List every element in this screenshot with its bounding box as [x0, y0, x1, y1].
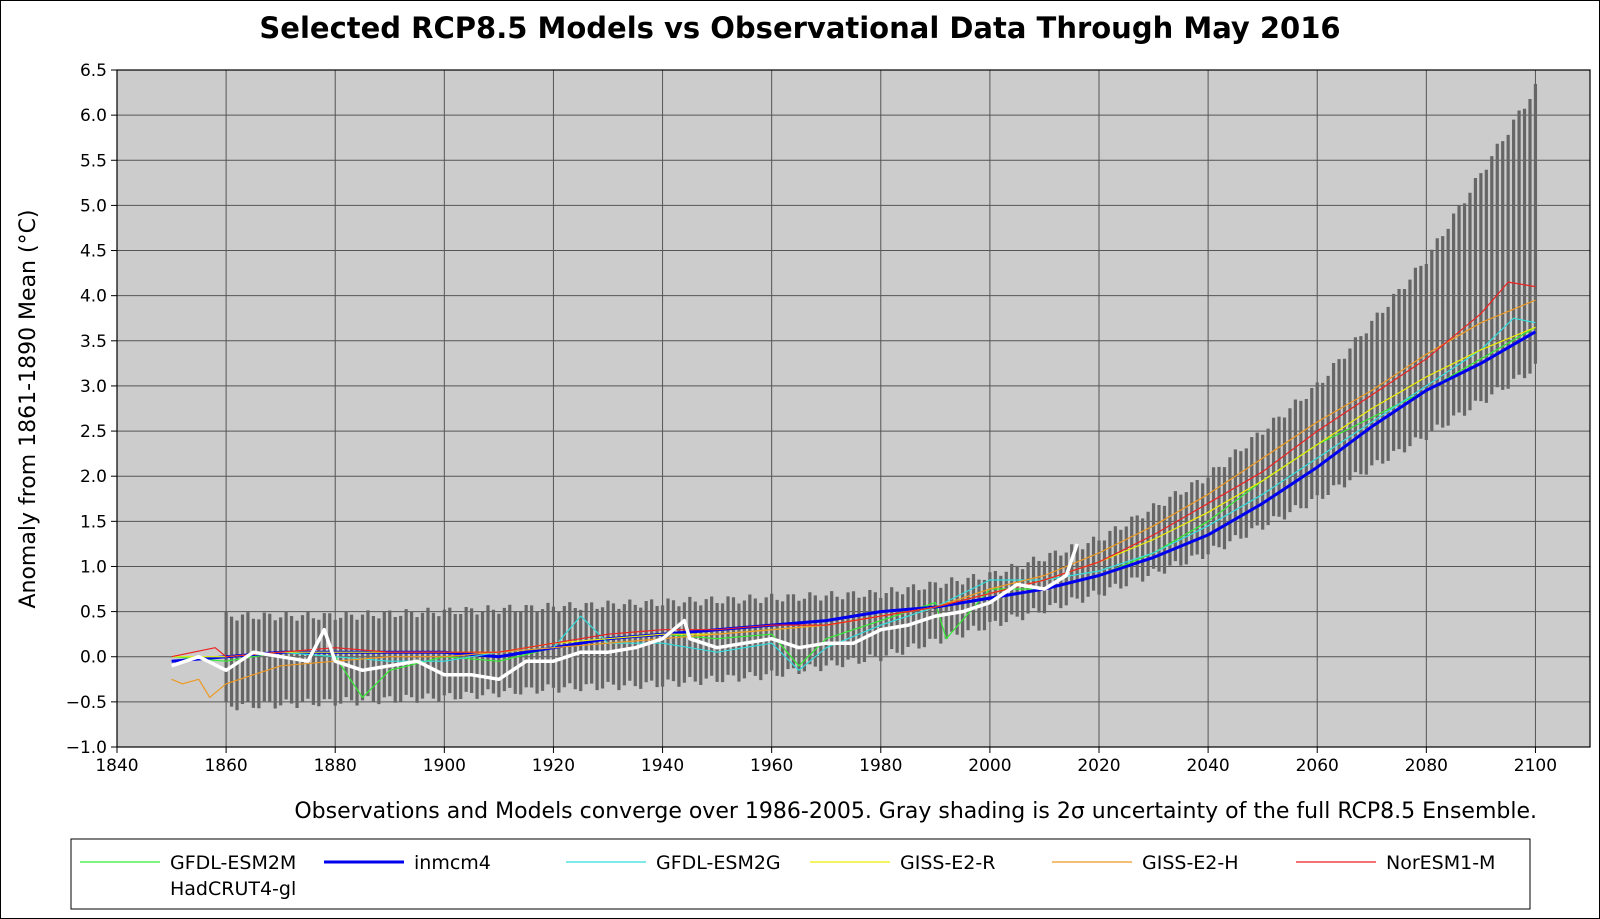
y-tick-label: 0.5	[80, 603, 107, 623]
y-tick-label: 1.0	[80, 557, 107, 577]
y-axis-label: Anomaly from 1861-1890 Mean (°C)	[16, 209, 41, 608]
y-tick-label: 4.5	[80, 242, 107, 262]
x-tick-label: 2060	[1296, 756, 1339, 776]
y-tick-label: 3.5	[80, 332, 107, 352]
x-tick-label: 1940	[641, 756, 684, 776]
legend-label-giss-e2-r: GISS-E2-R	[900, 852, 995, 874]
plot-border	[116, 69, 1591, 748]
series-line-giss-e2-h	[171, 299, 1536, 699]
x-tick-label: 1840	[95, 756, 138, 776]
y-tick-label: −0.5	[66, 693, 107, 713]
y-tick-label: 6.5	[80, 61, 107, 81]
y-tick-label: 6.0	[80, 106, 107, 126]
legend-box	[70, 838, 1531, 910]
series-lines	[171, 281, 1537, 699]
x-tick-label: 1980	[859, 756, 902, 776]
y-tick-label: 2.0	[80, 467, 107, 487]
y-tick-label: 0.0	[80, 648, 107, 668]
legend-label-inmcm4: inmcm4	[414, 852, 491, 874]
legend-label-gfdl-esm2m: GFDL-ESM2M	[170, 852, 296, 874]
x-tick-label: 1920	[532, 756, 575, 776]
x-tick-label: 2040	[1186, 756, 1229, 776]
x-tick-label: 2000	[968, 756, 1011, 776]
y-tick-label: 3.0	[80, 377, 107, 397]
y-tick-label: −1.0	[66, 738, 107, 758]
x-tick-label: 2020	[1077, 756, 1120, 776]
x-tick-label: 2080	[1405, 756, 1448, 776]
y-tick-label: 5.0	[80, 196, 107, 216]
x-tick-label: 2100	[1514, 756, 1557, 776]
series-line-hadcrut4-gl	[171, 543, 1079, 682]
x-tick-label: 1900	[423, 756, 466, 776]
x-tick-label: 1860	[204, 756, 247, 776]
legend-label-giss-e2-h: GISS-E2-H	[1142, 852, 1239, 874]
y-axis: −1.0 −0.5 0.0 0.5 1.0 1.5 2.0 2.5 3.0 3.5 4.0 4.5 5.…	[66, 61, 117, 758]
series-line-noresm1-m	[171, 281, 1536, 658]
y-tick-label: 5.5	[80, 151, 107, 171]
series-line-gfdl-esm2g	[171, 317, 1536, 671]
y-tick-label: 2.5	[80, 422, 107, 442]
y-tick-label: 1.5	[80, 512, 107, 532]
legend-label-hadcrut4-gl: HadCRUT4-gl	[170, 878, 296, 900]
legend-label-gfdl-esm2g: GFDL-ESM2G	[656, 852, 781, 874]
x-tick-label: 1960	[750, 756, 793, 776]
chart-title: Selected RCP8.5 Models vs Observational …	[259, 11, 1340, 45]
x-axis: 1840 1860 1880 1900 1920 1940 1960 1980 2000 2020…	[95, 747, 1557, 776]
y-tick-label: 4.0	[80, 287, 107, 307]
legend: GFDL-ESM2M inmcm4 GFDL-ESM2G GISS-E2-R GISS-…	[80, 852, 1495, 900]
legend-label-noresm1-m: NorESM1-M	[1386, 852, 1495, 874]
chart-caption: Observations and Models converge over 19…	[294, 799, 1537, 824]
x-tick-label: 1880	[314, 756, 357, 776]
